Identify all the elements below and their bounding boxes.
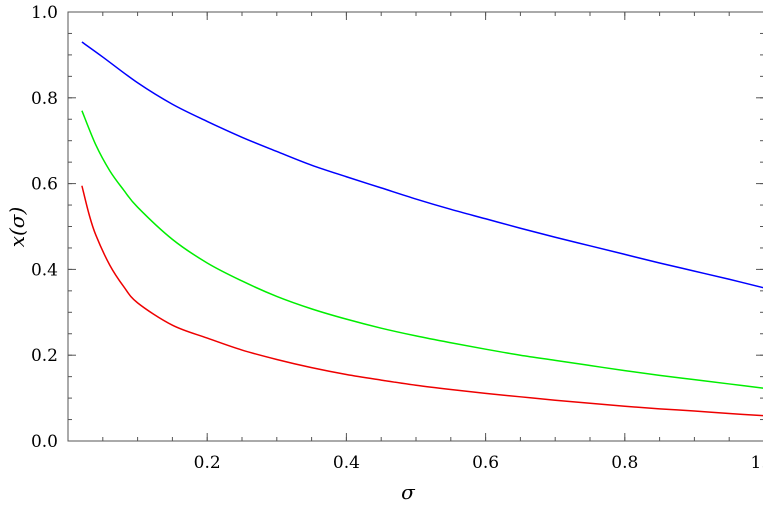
red-series-line (81, 185, 763, 417)
y-tick-labels: 0.0 0.2 0.4 0.6 0.8 1.0 (31, 3, 58, 452)
x-tick-label: 0.8 (611, 453, 638, 473)
x-tick-label: 0.2 (194, 453, 221, 473)
plot-frame (67, 11, 763, 442)
y-tick-label: 0.0 (31, 432, 58, 452)
major-ticks (68, 11, 763, 442)
blue-series-line (81, 41, 763, 289)
y-axis-label-suffix: ) (5, 207, 29, 216)
y-tick-label: 0.6 (31, 175, 58, 195)
x-axis-label: σ (401, 480, 416, 504)
x-tick-label: 1.0 (750, 453, 763, 473)
y-axis-label-sigma: σ (5, 213, 29, 228)
y-tick-label: 0.2 (31, 346, 58, 366)
minor-ticks (68, 12, 763, 441)
green-series-line (81, 110, 763, 389)
series-group (81, 41, 763, 417)
y-tick-label: 1.0 (31, 3, 58, 23)
x-tick-label: 0.6 (472, 453, 499, 473)
x-tick-label: 0.4 (333, 453, 360, 473)
y-axis-label: x(σ) (5, 207, 29, 248)
y-tick-label: 0.4 (31, 260, 58, 280)
y-axis-label-prefix: x( (5, 227, 29, 247)
y-tick-label: 0.8 (31, 89, 58, 109)
x-tick-labels: 0.2 0.4 0.6 0.8 1.0 (194, 453, 763, 473)
